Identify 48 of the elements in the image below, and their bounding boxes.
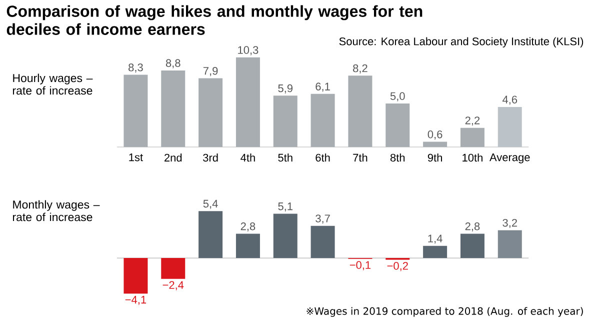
x-tick-label: 6th <box>316 154 330 162</box>
chart-title: Comparison of wage hikes and monthly wages for ten deciles of income earners <box>6 5 422 35</box>
x-tick-label: 10th <box>462 154 482 162</box>
y-axis-title: Hourly wages – rate of increase <box>12 74 93 95</box>
x-tick-label: 9th <box>428 154 442 162</box>
bar <box>498 106 522 147</box>
bar <box>198 211 223 258</box>
data-label: 5,1 <box>278 202 292 212</box>
x-tick-label: 2nd <box>164 154 182 162</box>
data-label: 2,8 <box>465 222 480 232</box>
data-label: −2,4 <box>162 281 184 290</box>
bar <box>236 234 260 258</box>
bar <box>310 226 335 258</box>
x-tick-label: 1st <box>129 154 143 162</box>
data-label: 6,1 <box>316 82 330 92</box>
x-tick-label: 5th <box>278 154 292 162</box>
x-tick-label: 8th <box>390 154 405 162</box>
data-label: 10,3 <box>238 46 258 56</box>
data-label: 5,9 <box>278 84 293 94</box>
bar <box>124 258 148 294</box>
y-axis-title: Monthly wages – rate of increase <box>12 200 100 222</box>
bar <box>498 230 522 258</box>
data-label: 2,2 <box>465 116 480 126</box>
data-label: 8,3 <box>128 64 143 73</box>
data-label: 3,7 <box>316 214 330 224</box>
data-label: 8,2 <box>353 64 368 74</box>
bar <box>273 214 298 258</box>
data-label: 8,8 <box>166 59 180 68</box>
x-tick-label: 4th <box>240 154 255 162</box>
data-label: 5,4 <box>203 200 218 209</box>
data-label: −0,1 <box>350 261 371 270</box>
data-label: 5,0 <box>390 92 405 102</box>
data-label: 4,6 <box>502 96 518 105</box>
x-tick-label: 7th <box>353 154 368 162</box>
source-note: Source: Korea Labour and Society Institute (KLSI) <box>339 37 584 48</box>
data-label: 3,2 <box>502 218 517 228</box>
x-tick-label: Average <box>490 154 530 164</box>
data-label: 0,6 <box>428 130 442 140</box>
data-label: 7,9 <box>203 66 218 76</box>
text: ※Wages in 2019 compared to 2018 (Aug. of each year) <box>306 307 583 317</box>
data-label: 1,4 <box>428 234 442 244</box>
bar <box>423 246 448 258</box>
data-label: −4,1 <box>125 296 146 305</box>
bar <box>460 234 484 258</box>
data-label: 2,8 <box>240 222 256 232</box>
x-tick-label: 3rd <box>203 154 218 162</box>
data-label: −0,2 <box>387 262 408 272</box>
bar <box>161 258 186 279</box>
